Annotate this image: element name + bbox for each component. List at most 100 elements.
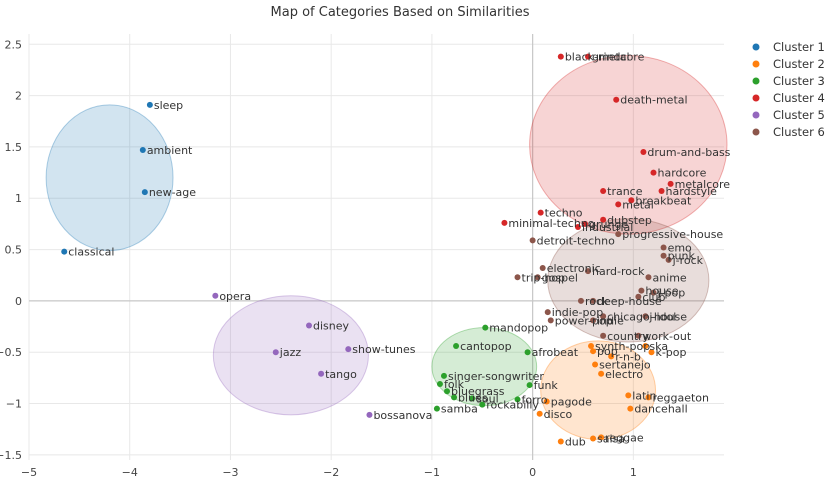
point-country[interactable]: [600, 332, 607, 339]
point-deep-house[interactable]: [590, 297, 597, 304]
point-metalcore[interactable]: [667, 180, 674, 187]
x-tick-label: −5: [21, 466, 37, 479]
point-black-metal[interactable]: [557, 53, 564, 60]
legend-marker: [752, 43, 760, 51]
point-cantopop[interactable]: [453, 343, 460, 350]
point-k-pop[interactable]: [648, 349, 655, 356]
point-progressive-house[interactable]: [615, 231, 622, 238]
point-soul[interactable]: [469, 395, 476, 402]
point-jazz[interactable]: [272, 349, 279, 356]
point-opera[interactable]: [212, 292, 219, 299]
point-hard-rock[interactable]: [585, 268, 592, 275]
legend-item-cluster-2[interactable]: Cluster 2: [752, 57, 825, 71]
point-disney[interactable]: [306, 322, 313, 329]
point-trance[interactable]: [600, 188, 607, 195]
point-label-club: club: [642, 291, 665, 304]
point-rock[interactable]: [577, 297, 584, 304]
point-emo[interactable]: [660, 244, 667, 251]
point-dubstep[interactable]: [600, 216, 607, 223]
point-dancehall[interactable]: [627, 405, 634, 412]
point-minimal-techno[interactable]: [501, 219, 508, 226]
point-new-age[interactable]: [141, 189, 148, 196]
point-house[interactable]: [638, 287, 645, 294]
point-death-metal[interactable]: [613, 96, 620, 103]
point-detroit-techno[interactable]: [529, 237, 536, 244]
point-samba[interactable]: [433, 405, 440, 412]
point-ska[interactable]: [642, 343, 649, 350]
legend-item-cluster-4[interactable]: Cluster 4: [752, 91, 825, 105]
point-ambient[interactable]: [139, 146, 146, 153]
point-pop[interactable]: [590, 348, 597, 355]
point-hardcore[interactable]: [650, 169, 657, 176]
point-work-out[interactable]: [635, 332, 642, 339]
point-forro[interactable]: [514, 396, 521, 403]
legend[interactable]: Cluster 1 Cluster 2 Cluster 3 Cluster 4 Clus…: [752, 40, 825, 139]
legend-item-cluster-6[interactable]: Cluster 6: [752, 125, 825, 139]
legend-item-cluster-1[interactable]: Cluster 1: [752, 40, 825, 54]
point-sertanejo[interactable]: [592, 361, 599, 368]
axis-ticks: −5 −4 −3 −2 −1 0 1 −1.5 −1 −0.5 0 0.5 1 1.5 2 2.5: [0, 38, 637, 479]
point-synth-pop[interactable]: [588, 343, 595, 350]
point-r-n-b[interactable]: [608, 353, 615, 360]
x-tick-label: −4: [122, 466, 138, 479]
point-power-pop[interactable]: [547, 317, 554, 324]
point-trip-hop[interactable]: [514, 274, 521, 281]
point-indie-pop[interactable]: [544, 309, 551, 316]
point-j-rock[interactable]: [665, 256, 672, 263]
point-electro[interactable]: [598, 370, 605, 377]
point-industrial[interactable]: [574, 223, 581, 230]
point-label-gospel: gospel: [542, 271, 578, 284]
point-dub[interactable]: [557, 438, 564, 445]
grid: [28, 34, 724, 460]
point-j-pop[interactable]: [650, 289, 657, 296]
point-label-samba: samba: [441, 403, 478, 416]
point-mandopop[interactable]: [482, 324, 489, 331]
y-tick-label: 0: [15, 295, 22, 308]
x-tick-label: −3: [222, 466, 238, 479]
point-bluegrass[interactable]: [444, 388, 451, 395]
point-j-idol[interactable]: [642, 313, 649, 320]
point-label-bluegrass: bluegrass: [451, 385, 505, 398]
point-pagode[interactable]: [543, 398, 550, 405]
point-classical[interactable]: [61, 248, 68, 255]
legend-label: Cluster 3: [773, 74, 825, 88]
point-label-opera: opera: [219, 290, 251, 303]
legend-item-cluster-5[interactable]: Cluster 5: [752, 108, 825, 122]
point-label-disco: disco: [544, 408, 573, 421]
point-drum-and-bass[interactable]: [640, 149, 647, 156]
point-reggae[interactable]: [598, 434, 605, 441]
point-blues[interactable]: [451, 394, 458, 401]
point-electronic[interactable]: [539, 265, 546, 272]
point-indie[interactable]: [590, 317, 597, 324]
point-grindcore[interactable]: [585, 53, 592, 60]
point-reggaeton[interactable]: [645, 394, 652, 401]
point-hardstyle[interactable]: [658, 188, 665, 195]
point-show-tunes[interactable]: [345, 346, 352, 353]
point-anime[interactable]: [645, 274, 652, 281]
legend-item-cluster-3[interactable]: Cluster 3: [752, 74, 825, 88]
point-metal[interactable]: [615, 201, 622, 208]
point-techno[interactable]: [537, 209, 544, 216]
point-sleep[interactable]: [146, 101, 153, 108]
y-tick-label: 0.5: [5, 244, 23, 257]
point-label-folk: folk: [444, 378, 465, 391]
point-label-progressive-house: progressive-house: [622, 228, 723, 241]
point-funk[interactable]: [526, 382, 533, 389]
point-gospel[interactable]: [534, 274, 541, 281]
point-folk[interactable]: [436, 381, 443, 388]
point-label-pop: pop: [597, 345, 618, 358]
point-rockabilly[interactable]: [479, 401, 486, 408]
point-club[interactable]: [635, 293, 642, 300]
point-punk[interactable]: [660, 252, 667, 259]
point-singer-songwriter[interactable]: [440, 372, 447, 379]
point-disco[interactable]: [536, 410, 543, 417]
point-bossanova[interactable]: [366, 411, 373, 418]
point-breakbeat[interactable]: [628, 197, 635, 204]
point-tango[interactable]: [318, 370, 325, 377]
point-grunge[interactable]: [582, 220, 588, 227]
legend-label: Cluster 2: [773, 57, 825, 71]
point-chicago-house[interactable]: [600, 313, 607, 320]
point-salsa[interactable]: [590, 435, 597, 442]
point-latin[interactable]: [625, 392, 632, 399]
point-afrobeat[interactable]: [524, 349, 531, 356]
